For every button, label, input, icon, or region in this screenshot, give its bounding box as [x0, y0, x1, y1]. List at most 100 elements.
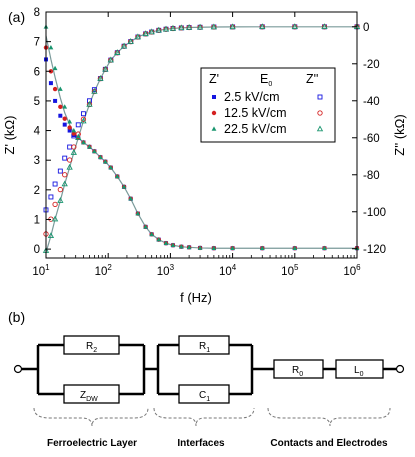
legend-marker-hollow-2 — [317, 110, 323, 116]
zprime-point-s3 — [92, 148, 97, 154]
y-left-tick-label-4: 4 — [34, 126, 41, 138]
legend-header-zprime: Z' — [209, 72, 219, 86]
zdprime-point-s1 — [80, 111, 86, 117]
zprime-point-s2 — [67, 125, 72, 130]
y-right-tick-label-2: -40 — [363, 96, 380, 108]
x-tick-label-3: 104 — [219, 263, 237, 278]
zprime-point-s3 — [71, 127, 77, 133]
zdprime-point-s3 — [169, 24, 177, 31]
zdprime-point-s1 — [57, 168, 63, 174]
legend-marker-hollow-3 — [316, 125, 324, 132]
zdprime-point-s2 — [57, 186, 63, 193]
r0-label: R0 — [292, 365, 303, 378]
legend-entry-3: 22.5 kV/cm — [224, 122, 287, 136]
circuit-elements — [63, 335, 384, 404]
zdprime-point-s3 — [259, 23, 266, 30]
zdprime-point-s1 — [48, 194, 54, 200]
zdprime-point-s3 — [210, 23, 218, 30]
zdprime-point-s3 — [142, 30, 149, 37]
x-tick-label-1: 102 — [95, 263, 113, 278]
x-tick-label-4: 105 — [281, 263, 299, 278]
r1-box — [178, 335, 230, 355]
zdprime-point-s2 — [62, 172, 68, 178]
zprime-point-s3 — [156, 237, 162, 242]
zprime-point-s3 — [67, 119, 73, 124]
zdprime-point-s1 — [67, 144, 73, 150]
zprime-point-s3 — [259, 245, 265, 251]
legend-header-zdprime: Z'' — [306, 72, 318, 86]
legend: Z' E0 Z'' 2.5 kV/cm 12.5 kV/cm 22.5 kV/cm — [200, 67, 336, 143]
brace-ferroelectric — [33, 407, 149, 427]
zprime-point-s2 — [52, 86, 58, 92]
zprime-point-s3 — [197, 245, 203, 250]
y-right-tick-label-0: 0 — [363, 22, 369, 34]
y-left-tick-label-8: 8 — [34, 7, 40, 19]
zdprime-point-s2 — [80, 116, 87, 122]
y-right-tick-label-5: -100 — [363, 207, 386, 219]
zprime-point-s3 — [87, 144, 92, 149]
panel-a-label: (a) — [8, 9, 25, 25]
x-tick-label-2: 103 — [157, 263, 175, 278]
c1-label: C1 — [199, 390, 210, 403]
y-left-tick-label-6: 6 — [34, 66, 40, 78]
y-left-tick-label-2: 2 — [34, 185, 40, 197]
zprime-point-s3 — [98, 154, 103, 160]
zprime-point-s1 — [67, 128, 72, 133]
y-right-tick-label-4: -80 — [363, 170, 380, 182]
zdprime-point-s3 — [97, 75, 104, 81]
zdprime-point-s3 — [120, 42, 128, 49]
zprime-point-s3 — [114, 173, 120, 179]
zprime-point-s3 — [170, 242, 176, 248]
equivalent-circuit: R2 ZDW R1 C1 R0 L0 Ferroelectric Layer I… — [13, 335, 405, 449]
zprime-point-s3 — [121, 184, 127, 189]
zprime-point-s3 — [102, 159, 108, 164]
legend-marker-filled-1 — [212, 95, 216, 99]
zdprime-point-s3 — [114, 49, 121, 55]
x-axis-label: f (Hz) — [180, 290, 212, 305]
x-tick-label-0: 101 — [32, 263, 50, 278]
zdprime-point-s3 — [127, 38, 134, 44]
zdprime-point-s3 — [61, 180, 68, 187]
zdprime-point-s3 — [70, 149, 77, 155]
zdw-label: ZDW — [80, 390, 98, 403]
zdprime-point-s3 — [162, 25, 170, 32]
zdprime-point-s3 — [196, 23, 204, 30]
legend-header-e-sub: 0 — [268, 81, 272, 88]
zdprime-point-s3 — [155, 26, 162, 33]
legend-marker-filled-3 — [211, 126, 217, 131]
zprime-point-s1 — [62, 122, 67, 127]
zdprime-point-s1 — [91, 87, 97, 93]
y-right-tick-label-6: -120 — [363, 244, 386, 256]
zprime-point-s3 — [149, 231, 155, 237]
y-right-axis-label: Z'' (kΩ) — [392, 114, 407, 155]
legend-header-e0: E0 — [260, 72, 272, 88]
circuit-labels: R2 ZDW R1 C1 R0 L0 — [80, 341, 364, 403]
zprime-point-s3 — [230, 245, 235, 251]
l0-box — [335, 359, 384, 379]
zprime-point-s3 — [143, 224, 149, 229]
r2-label: R2 — [86, 341, 97, 354]
zdprime-point-s3 — [86, 100, 93, 107]
l0-label: L0 — [354, 365, 364, 378]
y-left-tick-label-7: 7 — [34, 37, 40, 49]
zdprime-point-s1 — [52, 181, 58, 187]
zprime-point-s3 — [292, 245, 298, 251]
zprime-point-s1 — [48, 81, 53, 86]
r0-box — [273, 359, 324, 379]
group-ferroelectric-layer: Ferroelectric Layer — [47, 438, 137, 449]
x-tick-label-5: 106 — [343, 263, 361, 278]
zprime-point-s3 — [135, 210, 141, 216]
zdprime-point-s3 — [291, 23, 298, 30]
zprime-point-s3 — [48, 44, 54, 50]
y-left-tick-label-1: 1 — [34, 214, 40, 226]
zprime-point-s3 — [62, 104, 68, 109]
zdprime-point-s1 — [75, 122, 81, 128]
zdprime-point-s3 — [102, 65, 109, 72]
legend-entry-2: 12.5 kV/cm — [224, 106, 287, 120]
legend-marker-hollow-1 — [317, 94, 323, 100]
brace-contacts — [267, 407, 391, 427]
zprime-point-s2 — [58, 104, 63, 110]
group-labels: Ferroelectric Layer Interfaces Contacts … — [47, 438, 388, 449]
zprime-point-s3 — [186, 244, 192, 250]
